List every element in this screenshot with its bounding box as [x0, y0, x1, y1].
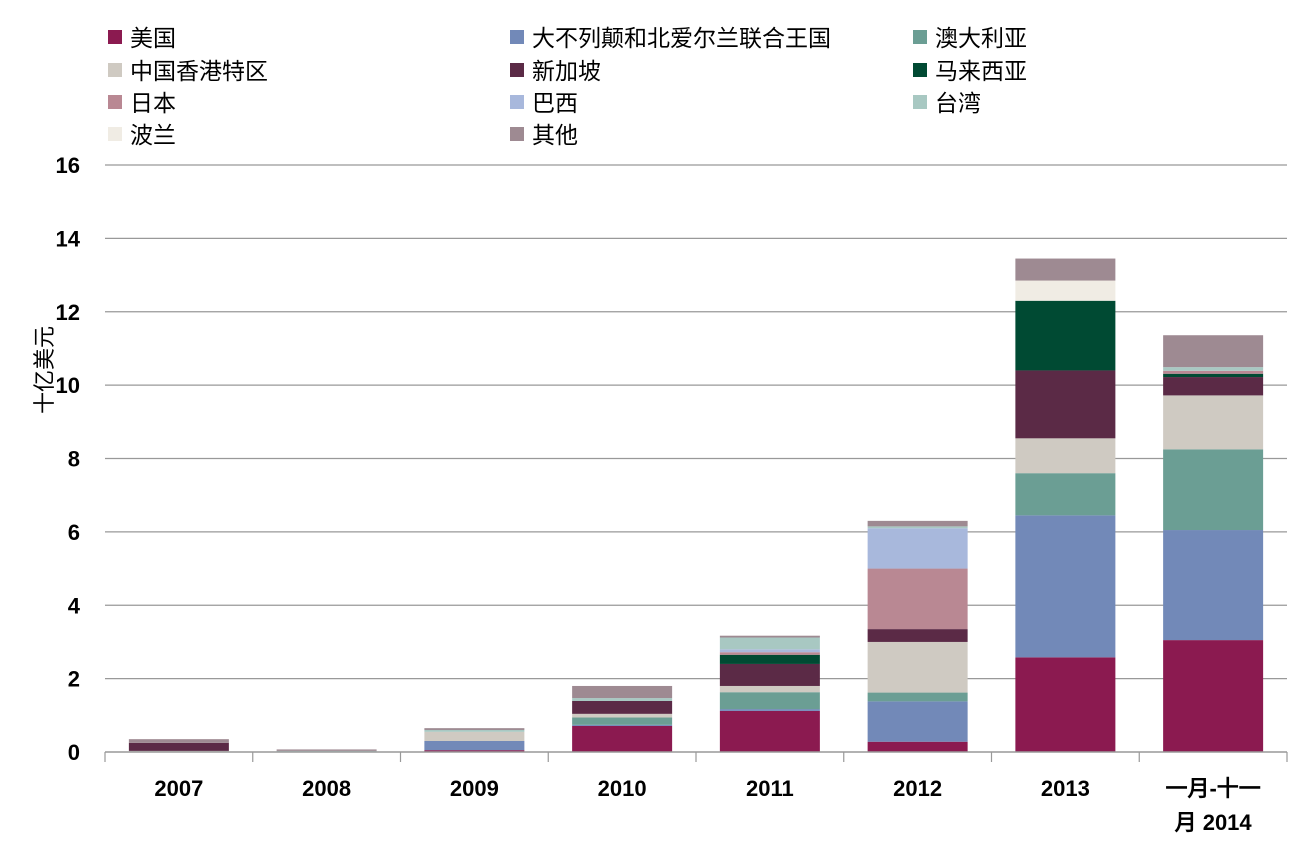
x-tick-label: 2012: [893, 776, 942, 801]
bar-segment: [1015, 300, 1116, 371]
bar-segment: [1163, 395, 1264, 450]
bar-segment: [1015, 438, 1116, 474]
legend-label: 巴西: [532, 90, 578, 116]
bar-segment: [128, 739, 229, 743]
bar-segment: [867, 568, 968, 630]
x-tick-label: 月 2014: [1174, 810, 1253, 835]
bar-segment: [572, 717, 673, 725]
y-axis-label: 十亿美元: [32, 326, 57, 414]
bar-segment: [424, 731, 525, 741]
legend-label: 大不列颠和北爱尔兰联合王国: [532, 25, 831, 51]
bar-segment: [719, 692, 820, 710]
legend-label: 马来西亚: [935, 58, 1027, 84]
y-tick-label: 12: [56, 300, 80, 325]
bar-segment: [719, 709, 820, 711]
bar-segment: [424, 729, 525, 732]
legend-label: 澳大利亚: [935, 25, 1027, 51]
bar-segment: [719, 685, 820, 693]
legend-label: 其他: [532, 122, 578, 148]
bar-segment: [1163, 335, 1264, 368]
bar-segment: [719, 635, 820, 638]
bar-segment: [1015, 473, 1116, 516]
bar-segment: [1163, 640, 1264, 752]
bar-segment: [719, 663, 820, 686]
y-tick-label: 14: [56, 226, 81, 251]
x-tick-label: 一月-十一: [1165, 776, 1260, 801]
bar-segment: [424, 750, 525, 752]
y-tick-label: 0: [68, 740, 80, 765]
legend-swatch: [913, 95, 927, 109]
legend-label: 日本: [130, 90, 176, 116]
legend-label: 台湾: [935, 90, 981, 116]
bar-segment: [128, 742, 229, 751]
bar-segment: [572, 685, 673, 699]
bar-segment: [867, 528, 968, 569]
y-tick-label: 4: [68, 593, 81, 618]
bar-segment: [867, 701, 968, 742]
bar-segment: [1015, 657, 1116, 752]
legend-label: 新加坡: [532, 58, 601, 84]
bar-segment: [1163, 370, 1264, 374]
legend-swatch: [108, 30, 122, 44]
bar-segment: [867, 692, 968, 702]
legend-swatch: [913, 63, 927, 77]
bar-segment: [424, 740, 525, 751]
x-tick-label: 2010: [598, 776, 647, 801]
bar-segment: [719, 649, 820, 653]
bar-segment: [572, 701, 673, 714]
bar-segment: [867, 526, 968, 529]
bar-segment: [1163, 377, 1264, 396]
legend-label: 中国香港特区: [130, 58, 268, 84]
bar-segment: [719, 637, 820, 650]
y-tick-label: 16: [56, 153, 80, 178]
legend-label: 波兰: [130, 122, 176, 148]
bar-segment: [1015, 280, 1116, 301]
bar-segment: [867, 641, 968, 693]
bar-segment: [867, 741, 968, 752]
bar-segment: [1163, 367, 1264, 371]
bar-segment: [867, 629, 968, 642]
legend-label: 美国: [130, 25, 176, 51]
bar-segment: [1015, 258, 1116, 281]
bar-segment: [1163, 449, 1264, 531]
legend-swatch: [108, 127, 122, 141]
bar-segment: [1015, 370, 1116, 439]
bar-segment: [572, 713, 673, 718]
bar-segment: [572, 724, 673, 726]
legend-swatch: [510, 63, 524, 77]
x-tick-label: 2013: [1041, 776, 1090, 801]
bar-segment: [719, 652, 820, 655]
legend-swatch: [510, 95, 524, 109]
y-tick-label: 6: [68, 520, 80, 545]
bar-segment: [1163, 373, 1264, 378]
bar-segment: [276, 749, 377, 751]
legend-swatch: [913, 30, 927, 44]
legend-swatch: [510, 127, 524, 141]
bar-segment: [572, 725, 673, 752]
legend-swatch: [108, 95, 122, 109]
y-tick-label: 2: [68, 667, 80, 692]
bar-segment: [572, 698, 673, 702]
legend-swatch: [510, 30, 524, 44]
bar-segment: [719, 654, 820, 664]
legend-swatch: [108, 63, 122, 77]
x-tick-label: 2011: [746, 776, 794, 801]
y-tick-label: 8: [68, 447, 80, 472]
x-tick-label: 2009: [450, 776, 499, 801]
bar-segment: [424, 728, 525, 730]
x-tick-label: 2007: [154, 776, 203, 801]
bar-segment: [1015, 515, 1116, 658]
y-tick-label: 10: [56, 373, 80, 398]
bar-segment: [1163, 530, 1264, 641]
bar-segment: [867, 520, 968, 527]
x-tick-label: 2008: [302, 776, 351, 801]
bar-segment: [719, 710, 820, 752]
